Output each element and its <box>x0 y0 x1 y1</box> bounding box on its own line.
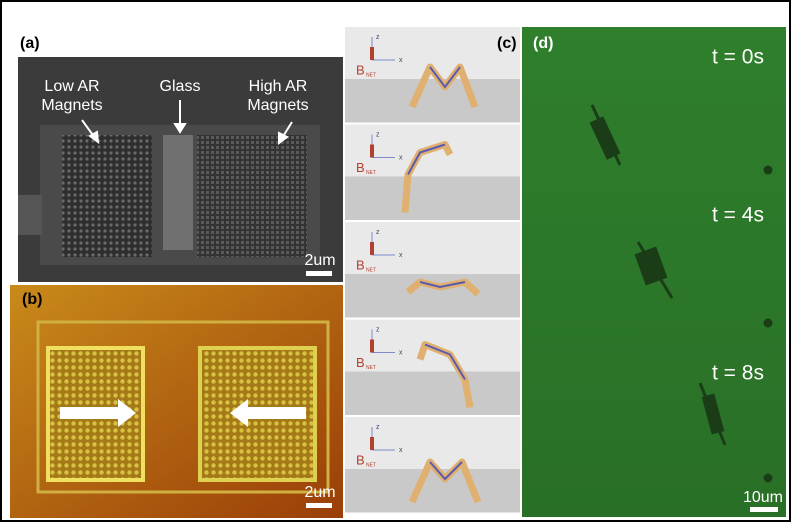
scene-floor <box>345 469 520 513</box>
sem-lead <box>18 195 42 235</box>
field-label: B <box>356 355 365 370</box>
sem-high-magnets <box>197 135 307 257</box>
annotation: Magnets <box>41 97 102 114</box>
field-subscript: NET <box>366 462 376 468</box>
scene-floor <box>345 372 520 416</box>
figure: (a) Low AR Magnets Glass High AR Magnets… <box>0 0 791 522</box>
scale-label: 10um <box>743 489 783 506</box>
field-label: B <box>356 452 365 467</box>
scale-label: 2um <box>304 484 335 501</box>
scale-bar <box>306 271 332 276</box>
field-subscript: NET <box>366 365 376 371</box>
time-label: t = 0s <box>712 46 764 69</box>
annotation: High AR <box>249 78 308 95</box>
time-label: t = 4s <box>712 204 764 227</box>
field-subscript: NET <box>366 170 376 176</box>
axis-label: z <box>376 131 380 138</box>
field-subscript: NET <box>366 267 376 273</box>
axis-label: x <box>399 447 403 454</box>
scene-floor <box>345 79 520 123</box>
scale-label: 2um <box>304 252 335 269</box>
time-label: t = 8s <box>712 362 764 385</box>
scale-bar <box>750 507 778 512</box>
sem-low-magnets <box>62 135 152 257</box>
axis-label: z <box>376 229 380 236</box>
field-arrow <box>370 340 374 353</box>
field-arrow <box>370 145 374 158</box>
axis-label: x <box>399 252 403 259</box>
field-label: B <box>356 160 365 175</box>
field-subscript: NET <box>366 72 376 78</box>
field-label: B <box>356 257 365 272</box>
panel-a: (a) Low AR Magnets Glass High AR Magnets… <box>18 35 343 282</box>
axis-label: x <box>399 57 403 64</box>
field-arrow <box>370 437 374 450</box>
axis-label: z <box>376 424 380 431</box>
field-arrow <box>370 242 374 255</box>
panel-label: (b) <box>22 291 42 308</box>
annotation: Glass <box>160 78 201 95</box>
axis-label: x <box>399 349 403 356</box>
panel-b: (b) 2um <box>10 285 343 518</box>
panel-label: (c) <box>497 35 517 52</box>
scene-floor <box>345 274 520 318</box>
axis-label: z <box>376 326 380 333</box>
field-arrow <box>370 47 374 60</box>
panel-label: (d) <box>533 35 553 52</box>
axis-label: z <box>376 34 380 41</box>
scale-bar <box>306 503 332 508</box>
field-label: B <box>356 62 365 77</box>
panel-d: (d) 10um t = 0s t = 4s t = 8s <box>522 27 786 517</box>
annotation: Magnets <box>247 97 308 114</box>
annotation: Low AR <box>44 78 99 95</box>
sem-glass <box>163 135 193 250</box>
scene-floor <box>345 177 520 221</box>
axis-label: x <box>399 154 403 161</box>
panel-label: (a) <box>20 35 40 52</box>
